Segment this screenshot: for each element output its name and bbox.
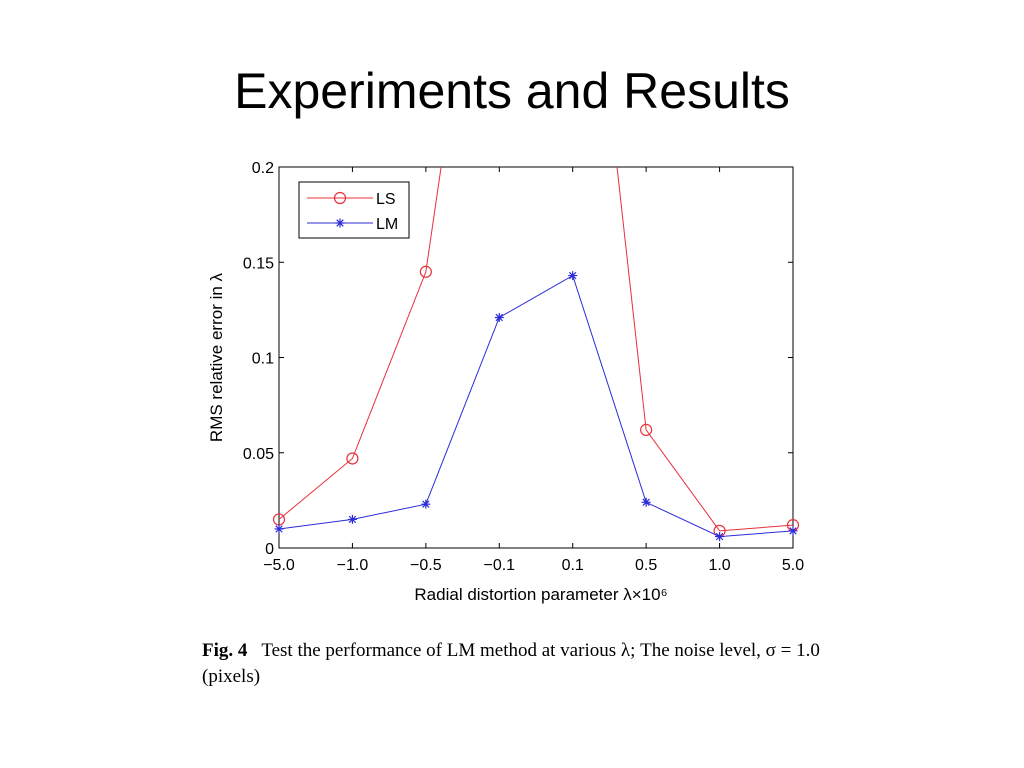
legend-label-lm: LM [376,216,398,233]
caption-label: Fig. 4 [202,640,248,661]
data-point-lm [494,312,504,322]
legend-box [298,181,410,239]
data-point-lm [347,514,357,524]
data-point-lm [568,271,578,281]
series-line-ls [279,167,793,532]
y-axis-label: RMS relative error in λ [207,272,226,442]
x-tick-label: −0.5 [410,557,442,574]
caption-text: Test the performance of LM method at var… [202,640,820,687]
line-chart: 0 0.05 0.1 0.15 0.2 −5.0 −1.0 −0.5 −0.1 0.1 0.5 1.0… [207,160,804,604]
data-point-lm [715,532,725,542]
x-tick-label: −5.0 [263,557,295,574]
x-tick-label: −0.1 [483,557,515,574]
y-tick-label: 0.1 [252,351,274,368]
y-tick-label: 0.2 [252,160,274,177]
legend-marker-lm [335,218,345,228]
data-point-lm [421,499,431,509]
x-tick-label: 5.0 [782,557,804,574]
legend-label-ls: LS [376,191,396,208]
x-tick-label: 0.5 [635,557,657,574]
data-point-ls [419,265,432,278]
legend-marker-ls [333,191,347,205]
data-point-lm [641,497,651,507]
y-tick-label: 0.05 [243,446,274,463]
data-point-lm [274,524,284,534]
x-axis-label: Radial distortion parameter λ×10⁶ [414,585,667,604]
x-tick-label: 0.1 [562,557,584,574]
x-tick-label: −1.0 [337,557,369,574]
y-tick-label: 0.15 [243,255,274,272]
data-point-ls [640,423,653,436]
series-line-lm [279,274,793,538]
data-point-lm [788,526,798,536]
slide-title: Experiments and Results [234,63,790,119]
figure-caption: Fig. 4 Test the performance of LM method… [202,638,822,690]
data-point-ls [346,452,359,465]
y-tick-label: 0 [265,541,274,558]
x-tick-label: 1.0 [708,557,730,574]
